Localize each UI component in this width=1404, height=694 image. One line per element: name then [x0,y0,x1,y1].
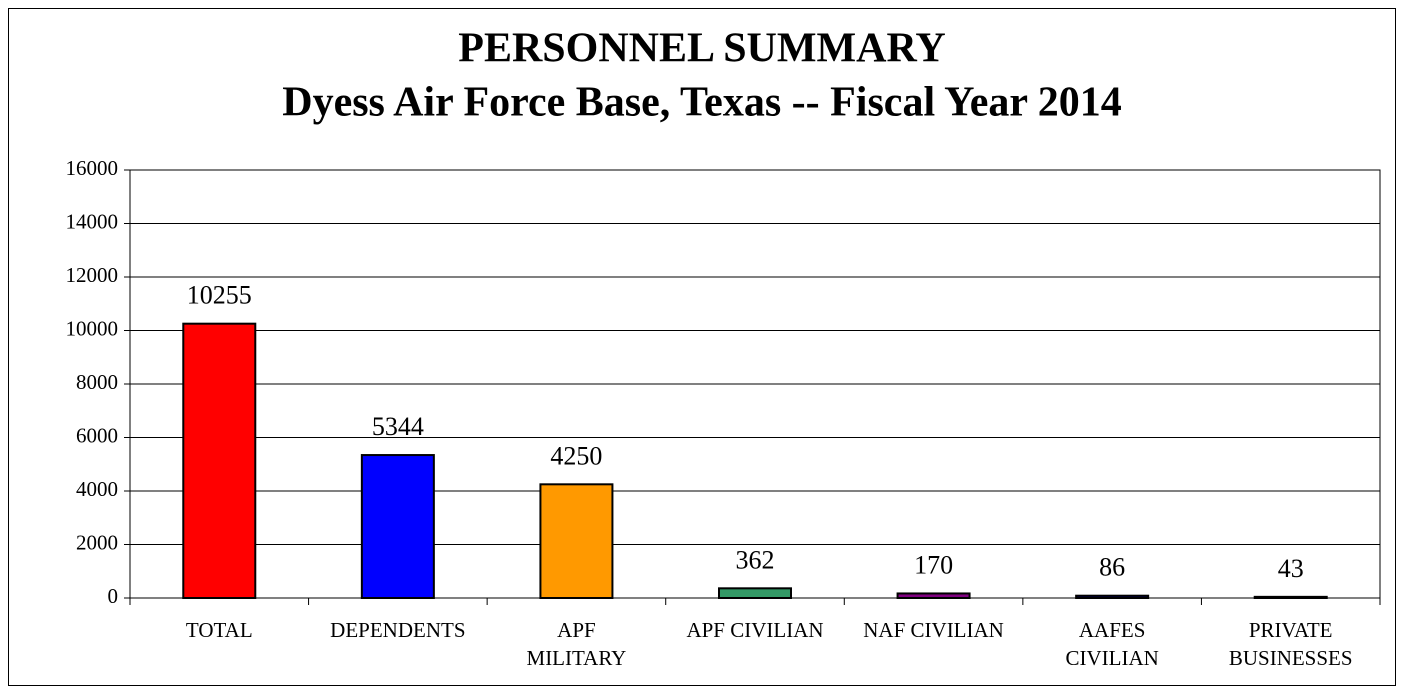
data-label: 4250 [550,441,602,470]
bar [718,587,792,600]
x-tick-label: NAF CIVILIAN [863,618,1004,642]
x-tick-label: TOTAL [185,618,253,642]
chart-title: PERSONNEL SUMMARY [458,26,945,72]
y-tick-label: 6000 [76,423,118,447]
x-tick-label: DEPENDENTS [330,618,466,642]
chart-subtitle: Dyess Air Force Base, Texas -- Fiscal Ye… [282,80,1122,126]
y-tick-label: 0 [108,584,119,608]
data-label: 362 [736,545,775,574]
y-tick-label: 4000 [76,477,118,501]
x-tick-label: PRIVATE BUSINESSES [1228,618,1353,670]
bar [360,454,435,599]
y-tick-label: 16000 [66,156,119,180]
bar [1075,594,1150,600]
bar [182,322,257,599]
x-tick-label: APF CIVILIAN [686,618,824,642]
x-tick-label: APF MILITARY [526,618,627,670]
y-tick-label: 10000 [66,316,119,340]
bar [896,592,971,600]
bar [1253,595,1328,599]
data-label: 5344 [372,412,424,441]
y-tick-label: 2000 [76,530,118,554]
data-label: 10255 [187,281,252,310]
bar [539,483,614,599]
x-tick-label: AAFES CIVILIAN [1065,618,1159,670]
data-label: 86 [1099,553,1125,582]
y-tick-label: 12000 [66,263,119,287]
data-label: 170 [914,550,953,579]
y-tick-label: 14000 [66,209,119,233]
y-tick-label: 8000 [76,370,118,394]
data-label: 43 [1278,554,1304,583]
